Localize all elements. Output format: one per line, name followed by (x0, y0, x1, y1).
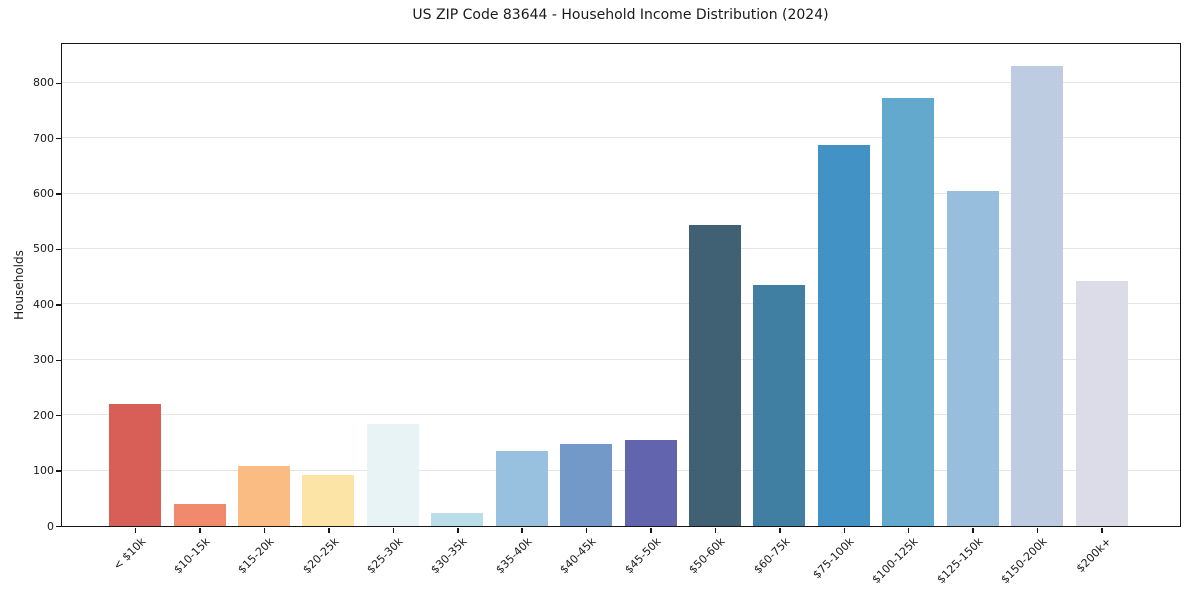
chart-title: US ZIP Code 83644 - Household Income Dis… (412, 7, 829, 23)
bar-$75-100k (817, 144, 870, 526)
x-tick-mark (521, 528, 523, 533)
x-tick-label-$125-150k: $125-150k (934, 534, 986, 586)
y-tick-mark-500 (56, 248, 61, 251)
x-tick-mark (843, 528, 846, 533)
bar-$200k+ (1075, 281, 1128, 526)
y-tick-label-500: 500 (33, 242, 54, 256)
y-tick-label-600: 600 (33, 187, 54, 201)
y-tick-mark-300 (56, 359, 61, 362)
x-tick-mark (650, 528, 652, 533)
y-tick-label-400: 400 (33, 297, 54, 311)
y-tick-label-300: 300 (33, 353, 54, 367)
y-tick-label-0: 0 (47, 519, 54, 533)
x-tick-mark (263, 528, 266, 533)
gridline-400 (61, 303, 1180, 305)
x-tick-label-$45-50k: $45-50k (621, 534, 664, 576)
x-tick-label-$25-30k: $25-30k (364, 534, 406, 576)
x-tick-mark (1036, 528, 1039, 533)
x-tick-label-$60-75k: $60-75k (750, 534, 793, 576)
x-tick-mark (328, 528, 330, 533)
x-tick-label-$150-200k: $150-200k (998, 534, 1050, 586)
y-tick-mark-700 (56, 137, 61, 140)
y-tick-mark-200 (56, 414, 61, 417)
x-tick-mark (714, 528, 717, 533)
y-tick-label-100: 100 (33, 464, 54, 478)
x-tick-label-$15-20k: $15-20k (235, 534, 277, 576)
bar-$10-15k (173, 503, 226, 526)
bar-$100-125k (882, 97, 935, 526)
bar-$60-75k (753, 285, 806, 526)
y-tick-label-800: 800 (33, 76, 54, 90)
gridline-800 (61, 81, 1180, 83)
x-tick-mark (972, 528, 974, 533)
x-tick-label-$10-15k: $10-15k (171, 534, 213, 576)
plot-area (60, 43, 1181, 527)
bar-$35-40k (495, 450, 548, 526)
x-tick-mark (585, 528, 588, 533)
y-tick-mark-800 (56, 82, 61, 85)
x-tick-mark (134, 528, 137, 533)
x-tick-label-$40-45k: $40-45k (557, 534, 599, 576)
x-tick-label-$200k+: $200k+ (1074, 534, 1115, 575)
x-tick-label-< $10k: < $10k (110, 534, 148, 573)
x-tick-mark (907, 528, 910, 533)
x-tick-mark (779, 528, 781, 533)
x-tick-mark (457, 528, 459, 533)
y-tick-label-700: 700 (33, 131, 54, 145)
bar-< $10k (109, 404, 162, 526)
gridline-500 (61, 248, 1180, 249)
x-tick-label-$35-40k: $35-40k (493, 534, 535, 576)
bar-$45-50k (624, 440, 677, 526)
bar-$125-150k (946, 190, 999, 526)
gridline-600 (61, 192, 1180, 194)
y-tick-mark-600 (56, 193, 61, 195)
x-tick-label-$50-60k: $50-60k (686, 534, 728, 576)
bar-$40-45k (560, 444, 613, 526)
y-tick-mark-100 (56, 470, 61, 472)
bar-$50-60k (688, 225, 741, 526)
x-tick-label-$100-125k: $100-125k (869, 534, 921, 586)
y-tick-mark-400 (56, 304, 61, 306)
x-tick-mark (199, 528, 201, 533)
bar-$15-20k (238, 466, 291, 526)
bar-$20-25k (302, 475, 355, 526)
x-tick-label-$30-35k: $30-35k (428, 534, 470, 576)
x-tick-mark (1101, 528, 1103, 533)
y-tick-label-200: 200 (33, 408, 54, 422)
bar-$30-35k (431, 513, 484, 526)
x-tick-mark (392, 528, 395, 533)
gridline-300 (61, 358, 1180, 360)
gridline-200 (61, 414, 1180, 416)
bar-$150-200k (1011, 66, 1064, 526)
x-tick-label-$75-100k: $75-100k (810, 534, 857, 581)
gridline-100 (61, 469, 1180, 471)
gridline-700 (61, 137, 1180, 139)
bar-$25-30k (366, 423, 419, 526)
y-tick-mark-0 (56, 525, 61, 528)
x-tick-label-$20-25k: $20-25k (299, 534, 342, 576)
